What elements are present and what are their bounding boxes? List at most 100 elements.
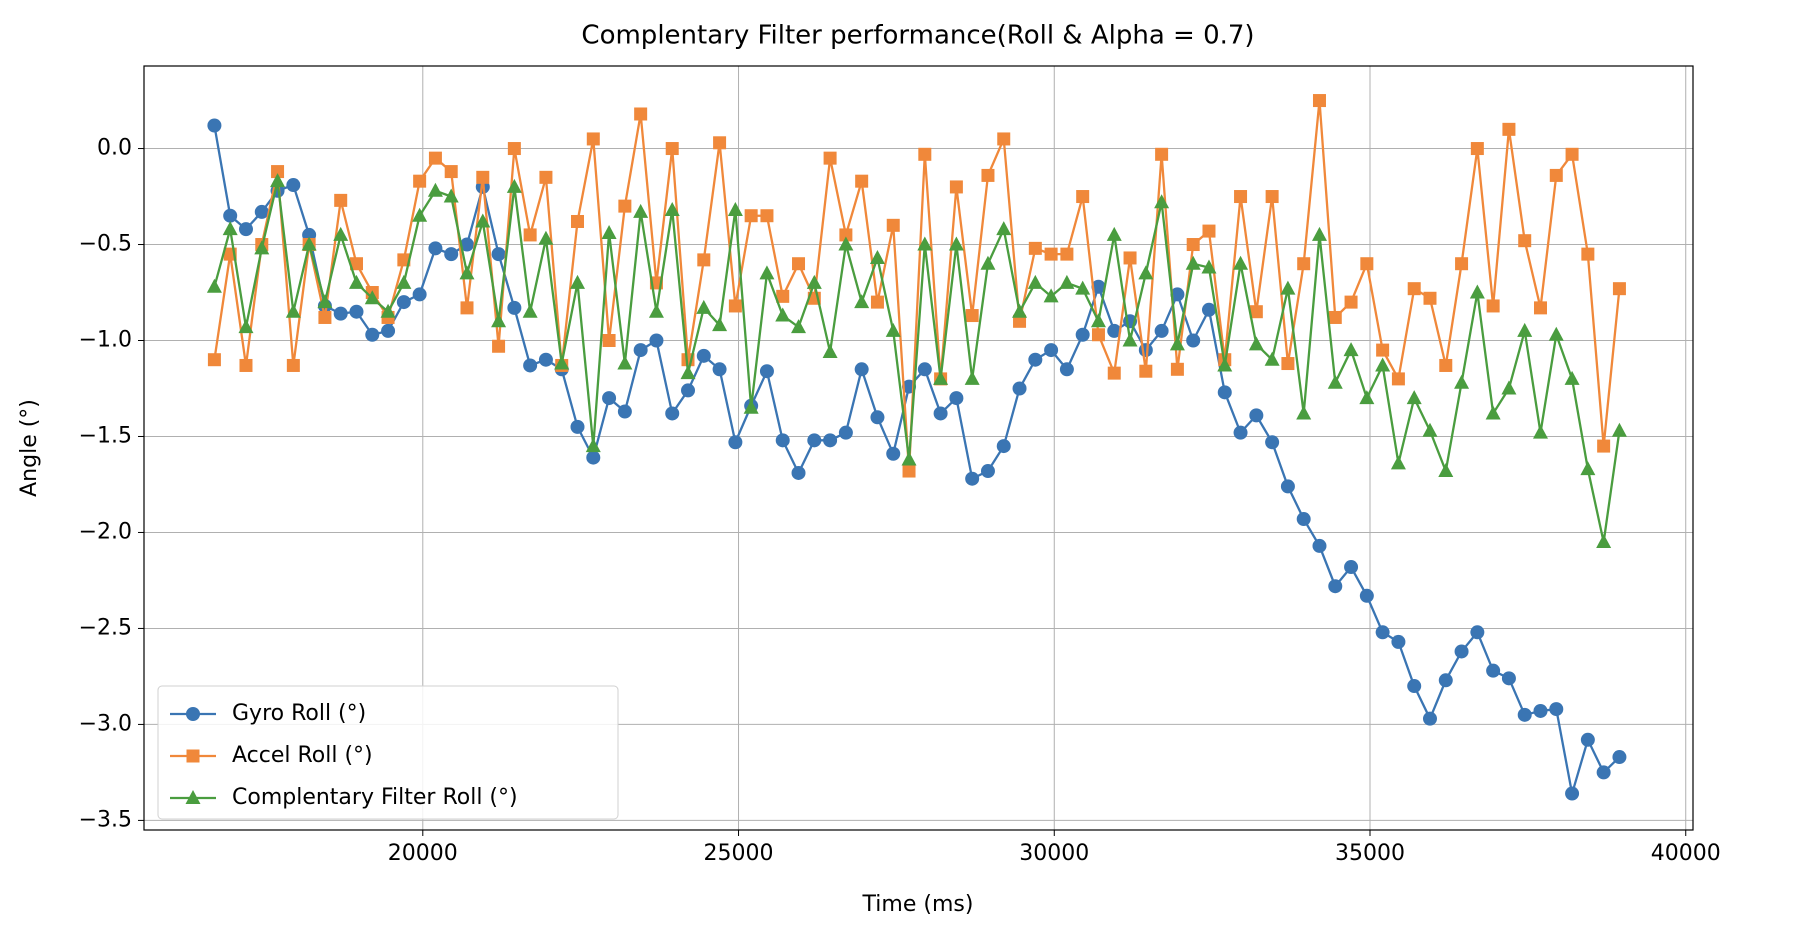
marker (1565, 786, 1580, 801)
marker (523, 228, 537, 242)
marker (1390, 455, 1406, 470)
marker (586, 132, 600, 146)
marker (1501, 671, 1516, 686)
marker (506, 178, 522, 193)
marker (1391, 372, 1405, 386)
marker (585, 438, 601, 453)
marker (712, 317, 728, 332)
marker (1580, 732, 1595, 747)
marker (1170, 287, 1185, 302)
marker (459, 237, 474, 252)
marker (601, 225, 617, 240)
marker (1549, 168, 1563, 182)
marker (492, 339, 506, 353)
marker (1328, 579, 1343, 594)
marker (1597, 439, 1611, 453)
marker (186, 707, 200, 721)
marker (1532, 424, 1548, 439)
legend-label: Gyro Roll (°) (232, 701, 366, 726)
marker (1012, 381, 1027, 396)
marker (1281, 357, 1295, 371)
marker (397, 253, 411, 267)
marker (349, 257, 363, 271)
marker (759, 364, 774, 379)
marker (1233, 255, 1249, 270)
marker (1486, 663, 1501, 678)
marker (1028, 352, 1043, 367)
marker (254, 204, 269, 219)
y-tick-label: −1.0 (79, 328, 132, 353)
marker (443, 188, 459, 203)
marker (348, 274, 364, 289)
marker (334, 193, 348, 207)
marker (1611, 422, 1627, 437)
marker (696, 348, 711, 363)
marker (1438, 673, 1453, 688)
marker (523, 358, 538, 373)
marker (1454, 644, 1469, 659)
marker (285, 303, 301, 318)
marker (1312, 538, 1327, 553)
marker (996, 221, 1012, 236)
marker (1344, 560, 1359, 575)
marker (1422, 422, 1438, 437)
marker (1059, 274, 1075, 289)
marker (838, 236, 854, 251)
marker (222, 221, 238, 236)
marker (238, 319, 254, 334)
y-tick-label: −2.5 (79, 615, 132, 640)
marker (1106, 226, 1122, 241)
marker (380, 303, 396, 318)
marker (807, 433, 822, 448)
marker (1154, 194, 1170, 209)
marker (917, 362, 932, 377)
marker (1391, 634, 1406, 649)
marker (1469, 284, 1485, 299)
marker (1485, 405, 1501, 420)
marker (1344, 295, 1358, 309)
marker (1107, 323, 1122, 338)
marker (1202, 224, 1216, 238)
marker (475, 213, 491, 228)
series-line (213, 180, 1621, 543)
marker (1596, 534, 1612, 549)
marker (428, 151, 442, 165)
marker (933, 406, 948, 421)
marker (444, 165, 458, 179)
y-tick-label: 0.0 (97, 136, 132, 161)
marker (965, 471, 980, 486)
marker (743, 399, 759, 414)
marker (1502, 122, 1516, 136)
x-tick-label: 40000 (1651, 841, 1721, 866)
x-tick-label: 30000 (1019, 841, 1089, 866)
marker (1265, 190, 1279, 204)
marker (427, 182, 443, 197)
marker (886, 446, 901, 461)
marker (633, 203, 649, 218)
marker (349, 304, 364, 319)
marker (507, 142, 521, 156)
marker (207, 118, 222, 133)
marker (333, 306, 348, 321)
marker (933, 370, 949, 385)
marker (554, 355, 570, 370)
marker (1201, 302, 1216, 317)
marker (412, 207, 428, 222)
legend: Gyro Roll (°) Accel Roll (°) Complentary F… (157, 685, 619, 820)
marker (1138, 343, 1153, 358)
marker (901, 451, 917, 466)
legend-label: Complentary Filter Roll (°) (232, 785, 518, 810)
marker (186, 749, 200, 763)
marker (286, 358, 300, 372)
marker (965, 309, 979, 323)
marker (728, 299, 742, 313)
marker (1328, 310, 1342, 324)
marker (1470, 142, 1484, 156)
marker (869, 249, 885, 264)
marker (459, 265, 475, 280)
marker (618, 199, 632, 213)
marker (1517, 707, 1532, 722)
marker (1075, 280, 1091, 295)
marker (476, 170, 490, 184)
marker (271, 165, 285, 179)
